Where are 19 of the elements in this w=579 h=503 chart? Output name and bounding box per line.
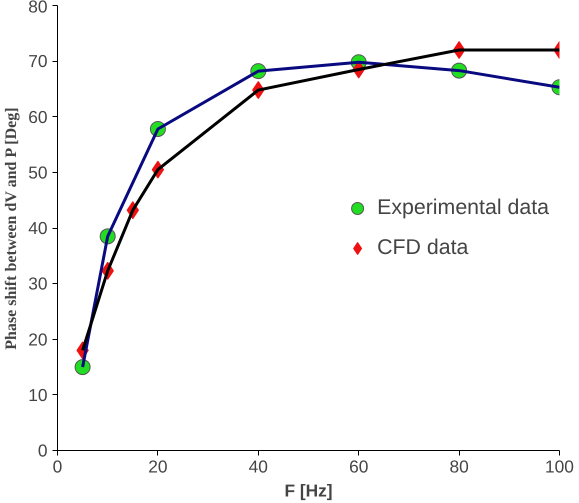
y-axis-title: Phase shift between dV and P [Deg] — [3, 107, 20, 350]
x-axis-title: F [Hz] — [284, 480, 333, 500]
y-tick-label: 30 — [28, 274, 48, 294]
y-tick-label: 80 — [28, 0, 48, 16]
x-tick-label: 80 — [449, 456, 469, 476]
y-tick-label: 40 — [28, 218, 48, 238]
y-tick-label: 20 — [28, 329, 48, 350]
x-tick-label: 60 — [349, 456, 368, 476]
legend-label: CFD data — [377, 235, 468, 260]
y-tick-label: 50 — [28, 162, 48, 182]
legend-label: Experimental data — [377, 195, 549, 220]
x-tick-label: 100 — [545, 456, 574, 476]
y-tick-label: 60 — [28, 106, 48, 127]
x-tick-label: 0 — [52, 456, 62, 476]
x-tick-label: 40 — [248, 456, 268, 476]
y-tick-label: 70 — [28, 51, 48, 72]
x-tick-label: 20 — [148, 456, 168, 476]
y-tick-label: 10 — [28, 384, 48, 405]
y-tick-label: 0 — [38, 440, 48, 460]
